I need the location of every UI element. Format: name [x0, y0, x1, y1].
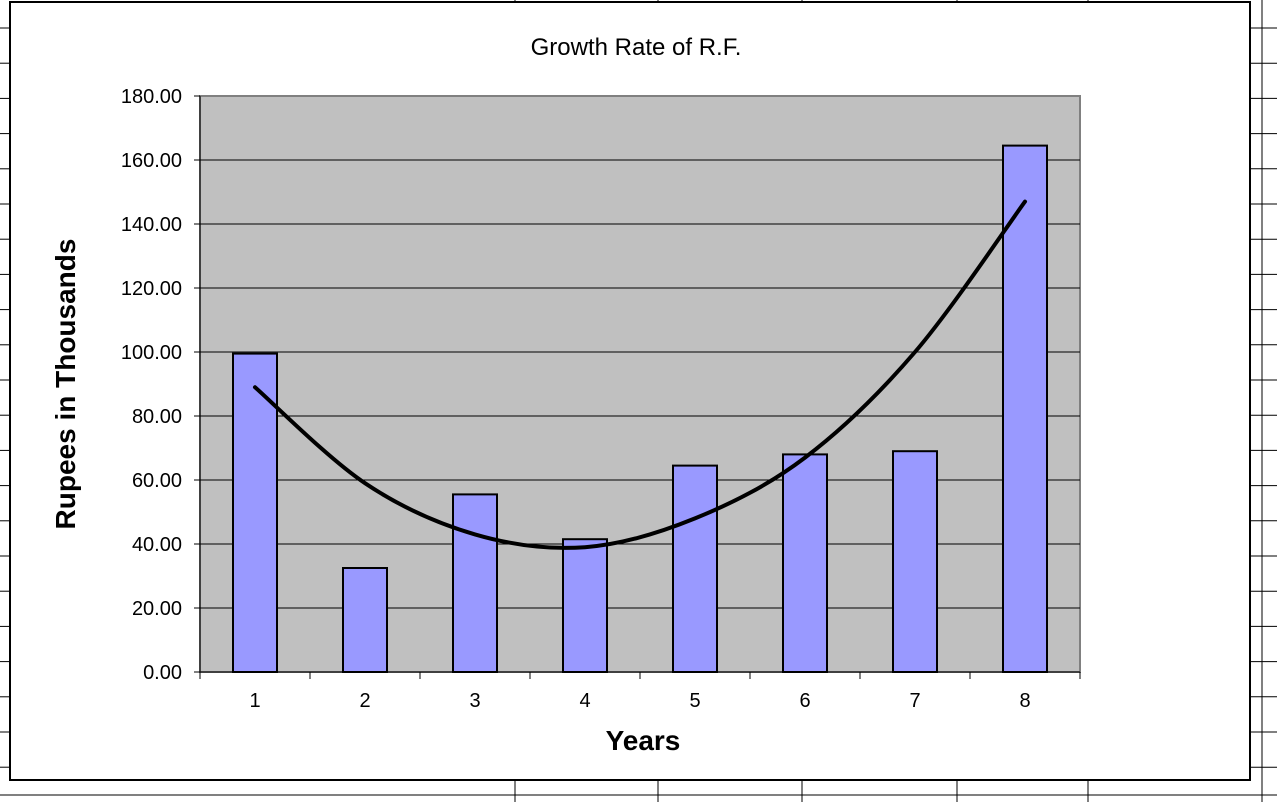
bar-series [232, 144, 1048, 674]
y-tick-label: 120.00 [121, 278, 182, 300]
bar[interactable] [672, 464, 718, 673]
trendline [253, 199, 1027, 550]
y-tick-label: 20.00 [132, 598, 182, 620]
y-tick-label: 40.00 [132, 534, 182, 556]
bar[interactable] [562, 538, 608, 674]
y-tick-label: 0.00 [143, 662, 182, 684]
x-tick-label: 3 [469, 690, 480, 712]
bar[interactable] [452, 493, 498, 673]
y-axis-title: Rupees in Thousands [50, 239, 81, 530]
bar[interactable] [892, 450, 938, 674]
x-tick-label: 2 [359, 690, 370, 712]
x-tick-label: 7 [909, 690, 920, 712]
y-tick-label: 60.00 [132, 470, 182, 492]
x-tick-label: 1 [249, 690, 260, 712]
bar[interactable] [342, 567, 388, 673]
x-tick-label: 4 [579, 690, 590, 712]
y-axis-tick-labels: 0.00 20.00 40.00 60.00 80.00 100.00 120.00 140.… [121, 86, 182, 684]
x-tick-label: 5 [689, 690, 700, 712]
chart-title: Growth Rate of R.F. [531, 34, 742, 61]
y-tick-label: 160.00 [121, 150, 182, 172]
y-tick-label: 140.00 [121, 214, 182, 236]
x-axis-title: Years [606, 725, 681, 756]
x-tick-label: 6 [799, 690, 810, 712]
plot-area[interactable] [199, 95, 1081, 673]
x-tick-label: 8 [1019, 690, 1030, 712]
x-axis-tick-labels: 1 2 3 4 5 6 7 8 [249, 690, 1030, 712]
y-tick-label: 80.00 [132, 406, 182, 428]
bar[interactable] [782, 453, 828, 673]
y-tick-label: 180.00 [121, 86, 182, 108]
y-tick-label: 100.00 [121, 342, 182, 364]
axes [194, 95, 1081, 679]
